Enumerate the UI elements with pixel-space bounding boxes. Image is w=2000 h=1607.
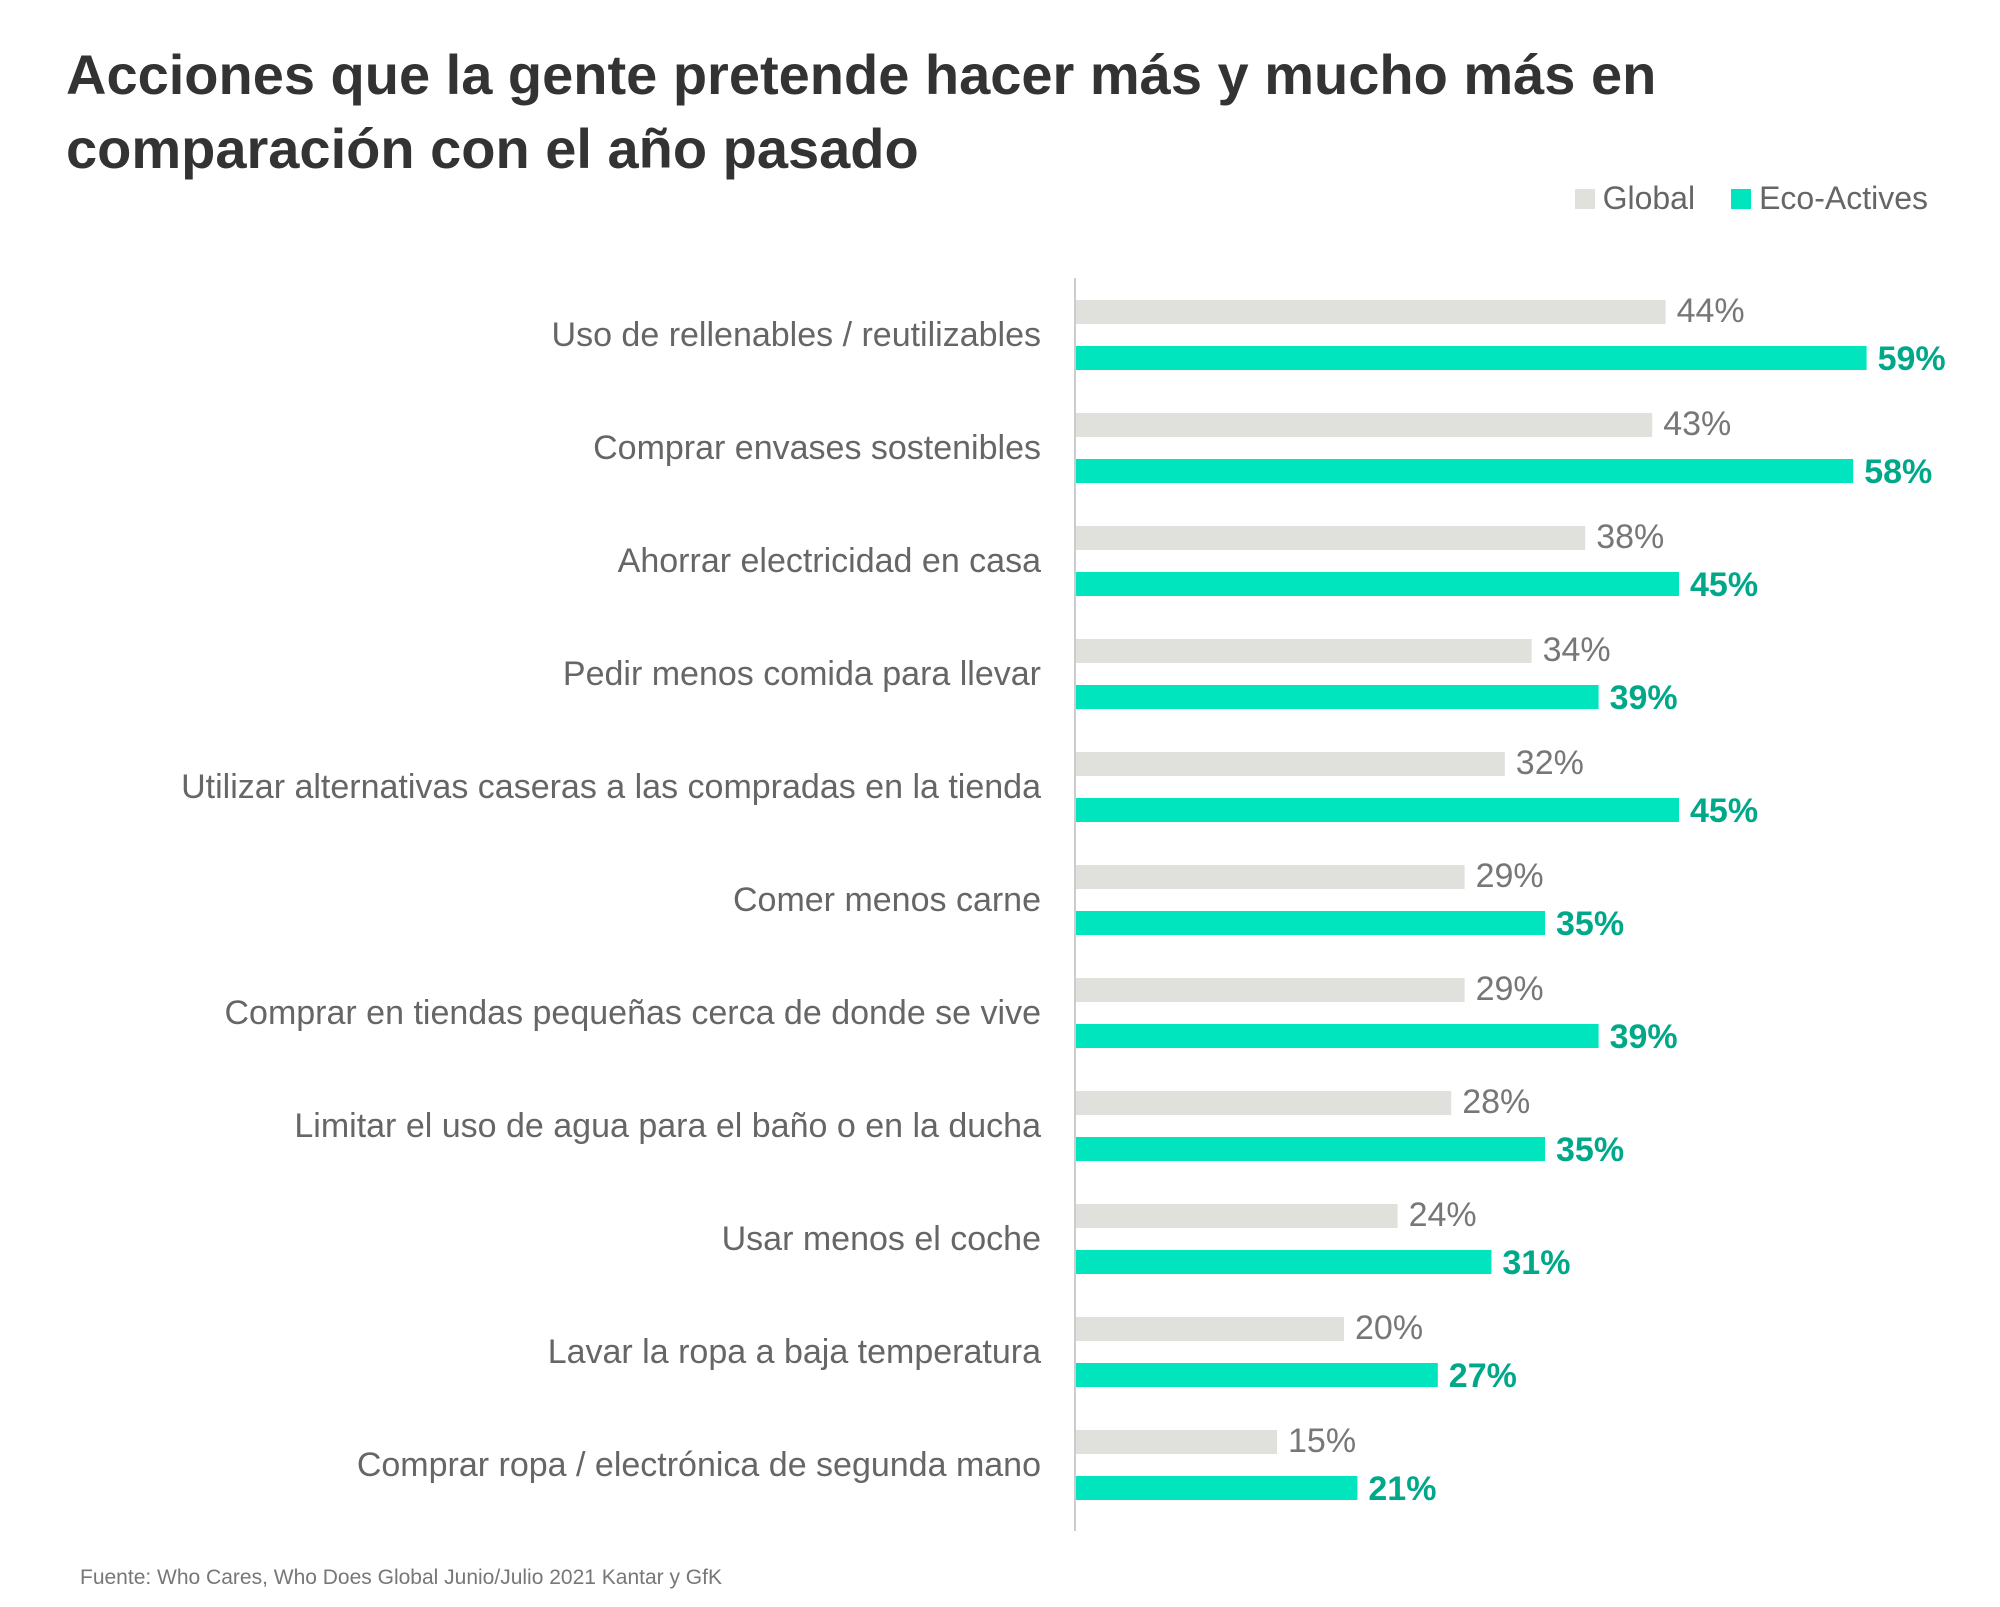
value-label-global: 20% [1355,1309,1423,1347]
bar-global [1076,1091,1452,1115]
bar-global [1076,639,1532,663]
source-note: Fuente: Who Cares, Who Does Global Junio… [80,1566,722,1589]
bar-eco-actives [1076,1363,1438,1387]
bar-eco-actives [1076,798,1679,822]
category-label: Uso de rellenables / reutilizables [552,316,1041,354]
value-label-global: 34% [1543,631,1611,669]
bar-global [1076,865,1465,889]
legend-label-global: Global [1602,180,1696,216]
value-label-eco-actives: 45% [1690,792,1758,830]
legend-item-global: Global [1574,180,1696,217]
bar-eco-actives [1076,572,1679,596]
bar-global [1076,1317,1344,1341]
category-label: Comprar en tiendas pequeñas cerca de don… [224,994,1041,1032]
category-label: Ahorrar electricidad en casa [618,542,1041,580]
value-label-global: 44% [1677,292,1745,330]
legend: Global Eco-Actives [1574,180,1928,217]
bar-eco-actives [1076,1137,1545,1161]
value-label-eco-actives: 21% [1368,1470,1436,1508]
legend-item-eco-actives: Eco-Actives [1731,180,1928,217]
category-label: Utilizar alternativas caseras a las comp… [181,768,1041,806]
value-label-eco-actives: 39% [1610,679,1678,717]
bar-global [1076,1430,1277,1454]
bar-eco-actives [1076,1024,1599,1048]
value-label-global: 24% [1409,1196,1477,1234]
category-label: Pedir menos comida para llevar [563,655,1041,693]
value-label-global: 38% [1596,518,1664,556]
chart-title: Acciones que la gente pretende hacer más… [66,43,1657,180]
value-label-eco-actives: 45% [1690,566,1758,604]
value-label-eco-actives: 59% [1878,340,1946,378]
bar-global [1076,1204,1398,1228]
value-label-eco-actives: 27% [1449,1357,1517,1395]
value-label-eco-actives: 35% [1556,1131,1624,1169]
value-label-global: 28% [1462,1083,1530,1121]
category-label: Comprar envases sostenibles [593,429,1041,467]
legend-swatch-eco-actives [1731,188,1752,209]
bar-chart: Uso de rellenables / reutilizables 44% 59%… [181,278,1946,1531]
value-label-eco-actives: 35% [1556,905,1624,943]
value-label-global: 32% [1516,744,1584,782]
bar-eco-actives [1076,1250,1492,1274]
category-label: Limitar el uso de agua para el baño o en… [294,1107,1041,1145]
category-label: Comprar ropa / electrónica de segunda ma… [357,1446,1041,1484]
value-label-eco-actives: 58% [1864,453,1932,491]
value-label-global: 43% [1663,405,1731,443]
category-label: Usar menos el coche [722,1220,1041,1258]
bar-eco-actives [1076,459,1854,483]
value-label-eco-actives: 31% [1502,1244,1570,1282]
category-label: Lavar la ropa a baja temperatura [548,1333,1041,1371]
bar-eco-actives [1076,911,1545,935]
category-label: Comer menos carne [733,881,1041,919]
bar-global [1076,978,1465,1002]
value-label-global: 15% [1288,1422,1356,1460]
bar-global [1076,526,1586,550]
bar-global [1076,413,1653,437]
bar-global [1076,300,1666,324]
bar-eco-actives [1076,685,1599,709]
value-label-eco-actives: 39% [1610,1018,1678,1056]
value-label-global: 29% [1476,857,1544,895]
bar-eco-actives [1076,1476,1358,1500]
legend-swatch-global [1574,188,1595,209]
value-label-global: 29% [1476,970,1544,1008]
bar-global [1076,752,1505,776]
bar-eco-actives [1076,346,1867,370]
legend-label-eco-actives: Eco-Actives [1759,180,1928,216]
